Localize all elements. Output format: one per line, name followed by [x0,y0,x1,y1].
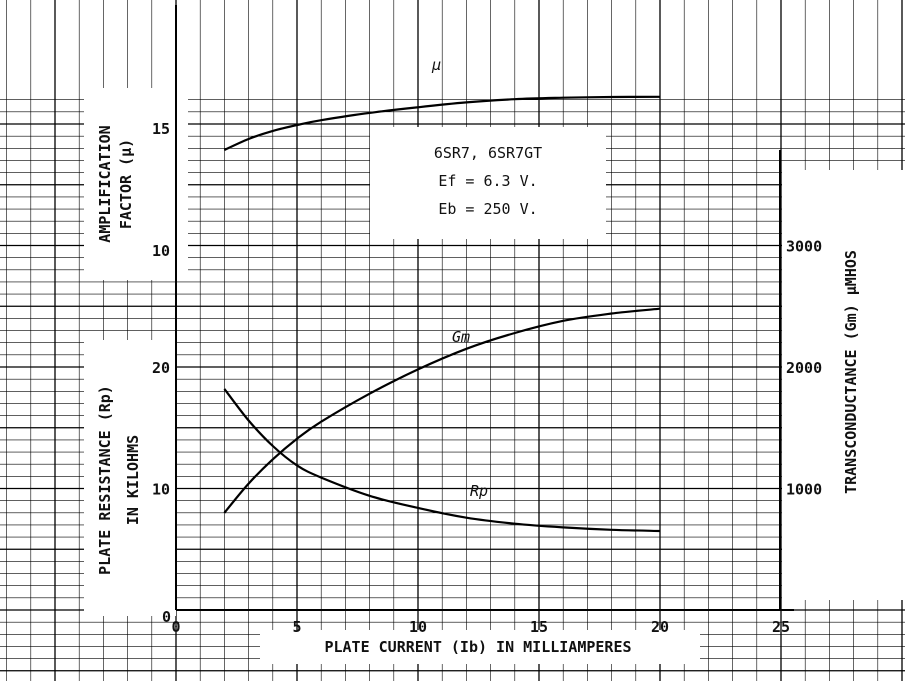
y-left-bottom-tick-label: 10 [152,481,170,499]
annotation-line-2: Ef = 6.3 V. [438,172,537,190]
y-left-bottom-label-1: PLATE RESISTANCE (Rp) [96,385,114,575]
y-left-top-tick-label: 10 [152,242,170,260]
x-tick-label: 20 [651,618,669,636]
y-right-tick-label: 2000 [786,359,822,377]
series-label-mu: μ [431,56,441,74]
y-left-top-label-2: FACTOR (μ) [117,139,135,229]
y-right-tick-label: 3000 [786,238,822,256]
y-left-bottom-tick-label: 0 [162,608,171,626]
series-label-gm: Gm [452,328,470,346]
x-axis-label: PLATE CURRENT (Ib) IN MILLIAMPERES [324,638,631,656]
series-line-rp [223,388,661,533]
tick-layer: 0 5 10 15 20 25 0 10 20 10 15 1000 2000 3000 [152,120,822,636]
label-boxes [84,88,905,664]
plate-resistance-label-box [84,340,176,616]
x-tick-label: 25 [772,618,790,636]
x-tick-label: 0 [171,618,180,636]
y-right-tick-label: 1000 [786,481,822,499]
series-line-mu [223,95,661,151]
y-left-top-tick-label: 15 [152,120,170,138]
axes [175,5,794,611]
y-left-top-label-1: AMPLIFICATION [96,125,114,242]
x-tick-label: 15 [530,618,548,636]
annotation-line-3: Eb = 250 V. [438,200,537,218]
x-tick-label: 10 [409,618,427,636]
series-layer [223,95,661,533]
amplification-label-box [84,88,188,280]
x-tick-label: 5 [292,618,301,636]
y-right-label: TRANSCONDUCTANCE (Gm) μMHOS [842,250,860,494]
series-line-gm [223,307,661,514]
annotation-line-1: 6SR7, 6SR7GT [434,144,542,162]
transconductance-label-box [782,170,905,600]
y-left-bottom-label-2: IN KILOHMS [124,435,142,525]
x-label-box [260,630,700,664]
series-label-rp: Rp [470,482,488,500]
annotation-box [370,127,606,239]
y-left-bottom-tick-label: 20 [152,359,170,377]
